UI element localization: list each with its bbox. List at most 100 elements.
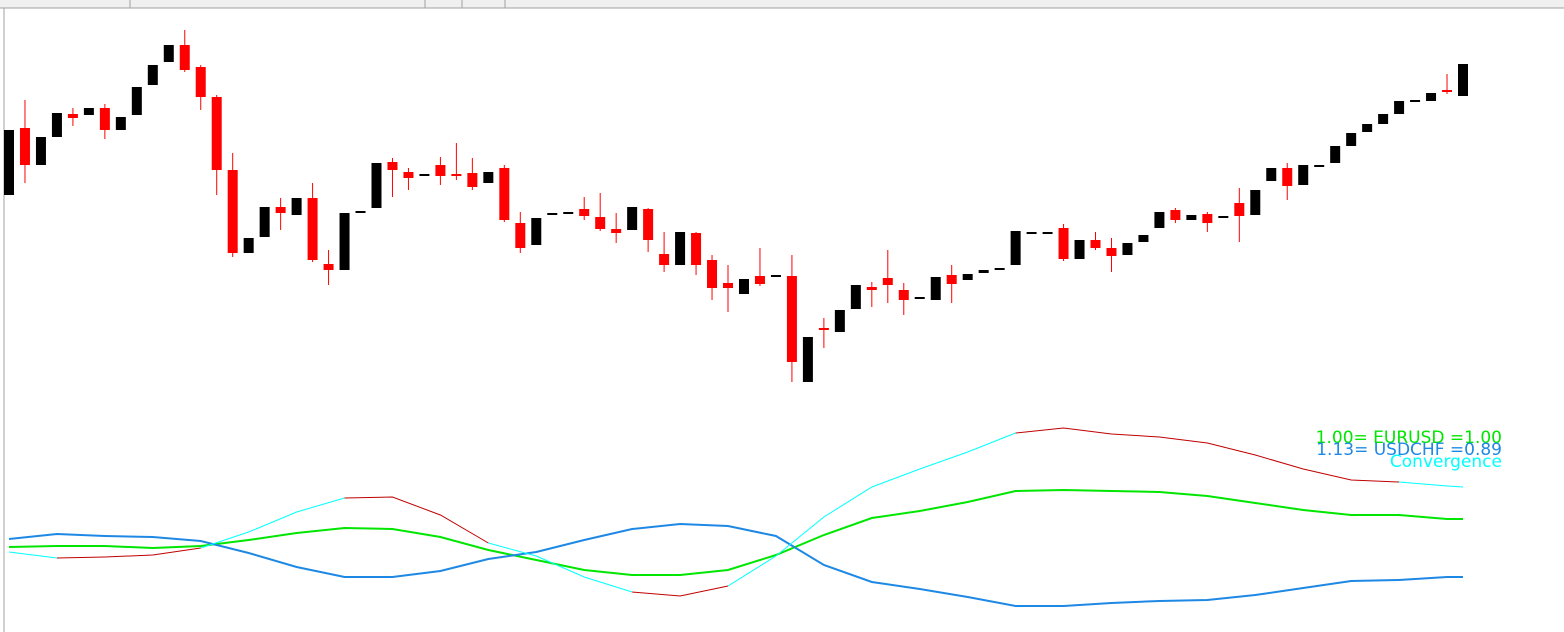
candle-body — [403, 172, 414, 178]
candle-body — [914, 297, 925, 299]
candle-body — [179, 45, 190, 70]
candle-body — [1042, 232, 1053, 234]
indicator-line — [56, 427, 1400, 597]
candle-body — [930, 277, 941, 300]
indicator-line — [8, 488, 1463, 576]
candle-body — [1458, 64, 1468, 96]
candle-body — [355, 211, 366, 213]
candle-body — [707, 260, 718, 288]
candle-body — [1362, 124, 1373, 132]
candle-body — [35, 137, 46, 165]
candle-body — [1074, 240, 1085, 259]
candle-body — [1218, 216, 1229, 218]
candle-body — [1266, 168, 1277, 181]
candle-body — [1010, 231, 1021, 265]
candle-body — [1058, 228, 1069, 259]
candle-body — [371, 163, 382, 208]
candle-body — [898, 290, 909, 300]
candle-body — [1378, 114, 1389, 124]
candle-body — [770, 275, 781, 277]
candle-body — [131, 87, 142, 115]
candle-body — [962, 274, 973, 280]
candle-body — [1026, 232, 1037, 234]
indicator-line — [8, 522, 1463, 607]
legend-entry: 1.00= EURUSD =1.00 — [1316, 428, 1502, 448]
candle-body — [99, 108, 110, 130]
candle-body — [1330, 146, 1341, 163]
candle-body — [595, 217, 606, 229]
candle-body — [643, 209, 654, 240]
candle-body — [1090, 240, 1101, 248]
candle-body — [467, 173, 478, 187]
candle-body — [1394, 101, 1405, 114]
candle-body — [1298, 165, 1309, 185]
candle-body — [547, 213, 558, 215]
candle-body — [1346, 133, 1357, 146]
candle-body — [1410, 100, 1421, 102]
candle-body — [675, 232, 686, 265]
candle-body — [115, 117, 126, 130]
candle-body — [1186, 215, 1197, 220]
candle-body — [1170, 210, 1181, 220]
candle-body — [483, 172, 494, 183]
candle-body — [1442, 90, 1453, 92]
candle-body — [323, 264, 334, 270]
candle-body — [1426, 93, 1437, 101]
candle-body — [211, 97, 222, 170]
candle-body — [659, 254, 670, 265]
candle-body — [1250, 190, 1261, 215]
candle-body — [163, 45, 174, 62]
candle-body — [419, 174, 430, 176]
candle-body — [1234, 203, 1245, 216]
candle-body — [994, 268, 1005, 270]
candle-body — [978, 270, 989, 273]
candle-body — [435, 165, 446, 176]
candle-body — [834, 310, 845, 332]
candle-body — [1154, 212, 1165, 228]
candle-body — [451, 174, 462, 176]
candle-body — [611, 229, 622, 233]
candle-body — [802, 337, 813, 382]
candle-body — [818, 328, 829, 330]
candle-body — [1314, 165, 1325, 167]
candle-body — [754, 276, 765, 284]
candle-body — [51, 113, 62, 137]
candle-body — [563, 212, 574, 214]
candle-body — [531, 218, 542, 245]
candle-body — [275, 207, 286, 213]
candle-body — [195, 67, 206, 97]
candle-body — [227, 170, 238, 253]
candle-body — [387, 162, 398, 170]
candle-body — [4, 130, 14, 195]
candle-body — [579, 209, 590, 216]
candle-body — [243, 238, 254, 253]
candle-body — [866, 287, 877, 290]
candle-body — [1138, 235, 1149, 242]
candle-body — [786, 276, 797, 362]
candle-body — [499, 168, 510, 220]
candle-body — [19, 128, 30, 165]
candle-body — [882, 278, 893, 285]
candle-body — [147, 65, 158, 85]
candle-body — [627, 207, 638, 230]
legend-entry: 1.13= USDCHF =0.89 — [1316, 440, 1502, 460]
candle-body — [67, 114, 78, 118]
candle-body — [850, 285, 861, 309]
candle-body — [1202, 214, 1213, 223]
candle-body — [339, 213, 350, 270]
candle-body — [723, 283, 734, 288]
candle-body — [83, 108, 94, 115]
candle-body — [307, 198, 318, 260]
candle-body — [738, 279, 749, 294]
top-strip — [0, 0, 1564, 8]
candle-body — [1122, 243, 1133, 255]
candle-body — [691, 233, 702, 265]
candle-body — [515, 223, 526, 248]
legend-entry: Convergence — [1390, 452, 1502, 472]
candle-body — [259, 207, 270, 237]
candle-body — [1106, 248, 1117, 256]
candle-body — [291, 198, 302, 215]
candle-body — [946, 275, 957, 284]
candle-body — [1282, 168, 1293, 186]
